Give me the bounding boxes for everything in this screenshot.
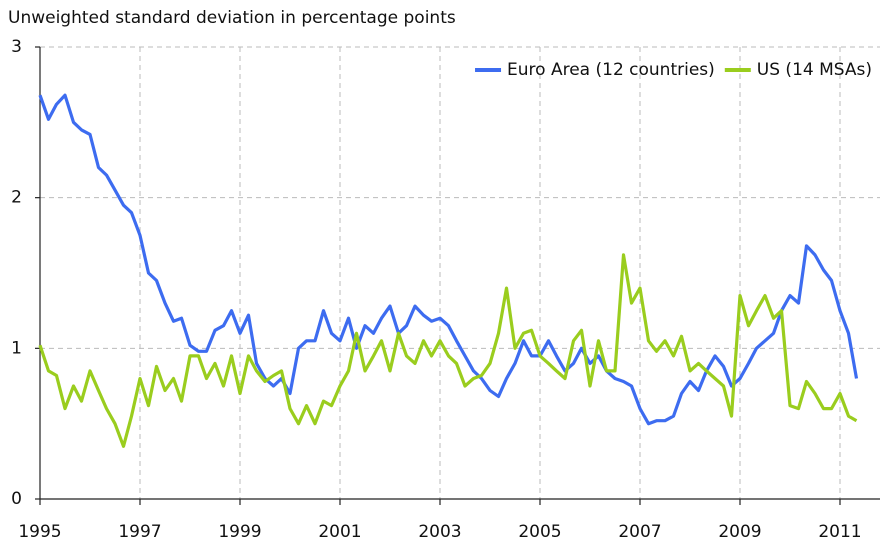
y-tick-label: 1: [11, 338, 22, 358]
chart-title: Unweighted standard deviation in percent…: [8, 8, 456, 28]
x-tick-label: 1997: [118, 522, 161, 542]
legend-label: Euro Area (12 countries): [507, 60, 715, 80]
legend-label: US (14 MSAs): [757, 60, 872, 80]
series-line: [38, 93, 859, 426]
legend: US (14 MSAs) Euro Area (12 countries): [475, 60, 872, 80]
y-tick-label: 0: [11, 489, 22, 509]
x-tick-label: 2007: [618, 522, 661, 542]
x-tick-label: 1995: [18, 522, 61, 542]
x-tick-label: 2011: [818, 522, 861, 542]
y-tick-label: 2: [11, 188, 22, 208]
x-tick-label: 2003: [418, 522, 461, 542]
y-tick-label: 3: [11, 37, 22, 57]
x-tick-label: 2009: [718, 522, 761, 542]
x-tick-label: 1999: [218, 522, 261, 542]
x-tick-label: 2001: [318, 522, 361, 542]
series-line: [38, 253, 858, 448]
x-tick-label: 2005: [518, 522, 561, 542]
